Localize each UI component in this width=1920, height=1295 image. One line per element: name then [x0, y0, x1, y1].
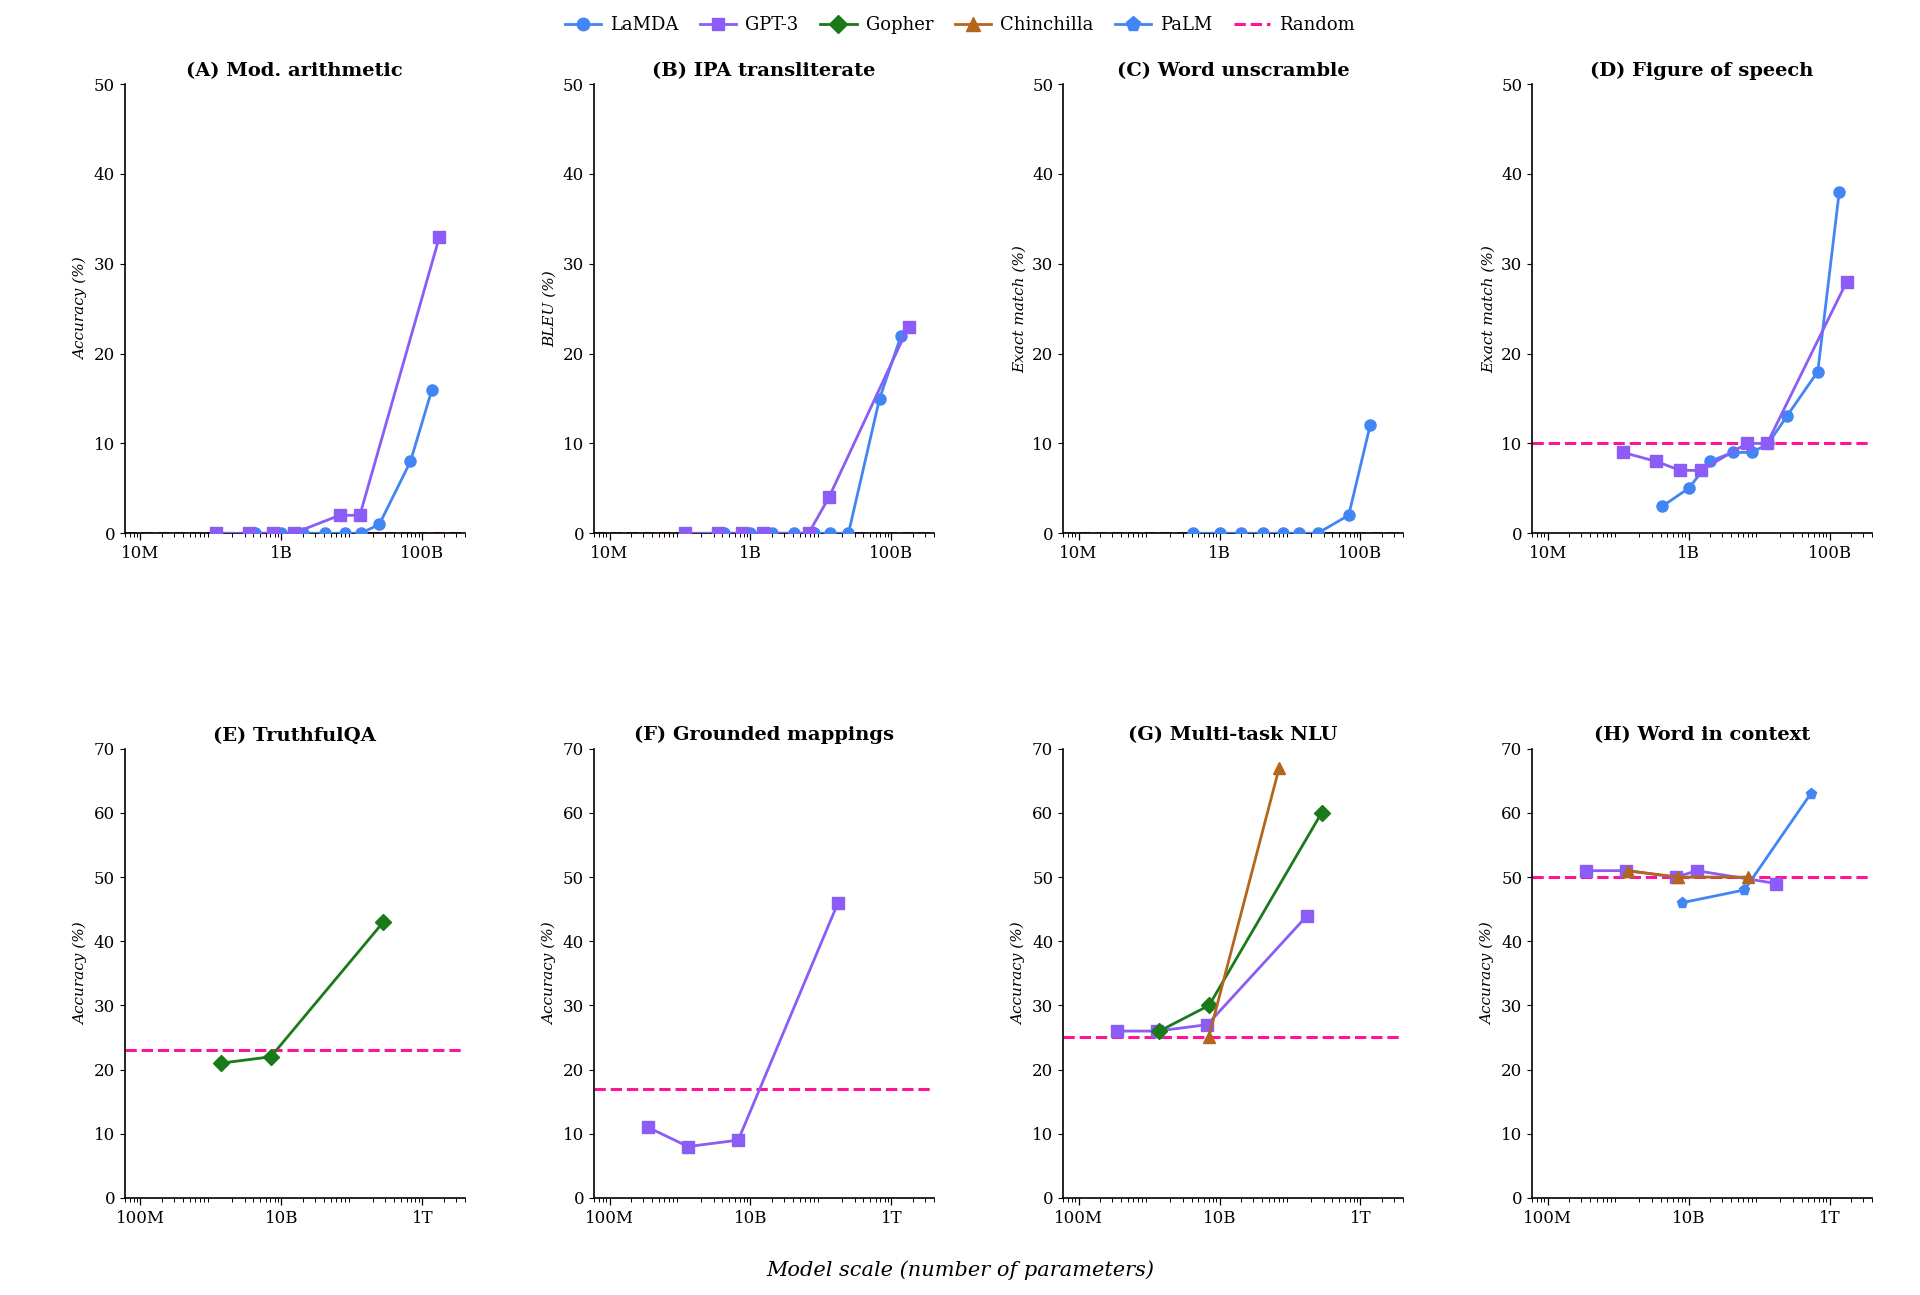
Y-axis label: Accuracy (%): Accuracy (%) — [1012, 922, 1027, 1024]
Y-axis label: Exact match (%): Exact match (%) — [1012, 245, 1027, 373]
Title: (D) Figure of speech: (D) Figure of speech — [1590, 62, 1814, 80]
Title: (E) TruthfulQA: (E) TruthfulQA — [213, 726, 376, 745]
Title: (C) Word unscramble: (C) Word unscramble — [1117, 62, 1350, 80]
Y-axis label: Exact match (%): Exact match (%) — [1482, 245, 1496, 373]
Text: Model scale (number of parameters): Model scale (number of parameters) — [766, 1260, 1154, 1279]
Legend: LaMDA, GPT-3, Gopher, Chinchilla, PaLM, Random: LaMDA, GPT-3, Gopher, Chinchilla, PaLM, … — [559, 9, 1361, 41]
Title: (B) IPA transliterate: (B) IPA transliterate — [653, 62, 876, 80]
Y-axis label: BLEU (%): BLEU (%) — [543, 271, 557, 347]
Y-axis label: Accuracy (%): Accuracy (%) — [1480, 922, 1496, 1024]
Y-axis label: Accuracy (%): Accuracy (%) — [73, 258, 88, 360]
Title: (F) Grounded mappings: (F) Grounded mappings — [634, 726, 895, 745]
Y-axis label: Accuracy (%): Accuracy (%) — [543, 922, 557, 1024]
Title: (A) Mod. arithmetic: (A) Mod. arithmetic — [186, 62, 403, 80]
Y-axis label: Accuracy (%): Accuracy (%) — [73, 922, 88, 1024]
Title: (G) Multi-task NLU: (G) Multi-task NLU — [1129, 726, 1338, 745]
Title: (H) Word in context: (H) Word in context — [1594, 726, 1811, 745]
